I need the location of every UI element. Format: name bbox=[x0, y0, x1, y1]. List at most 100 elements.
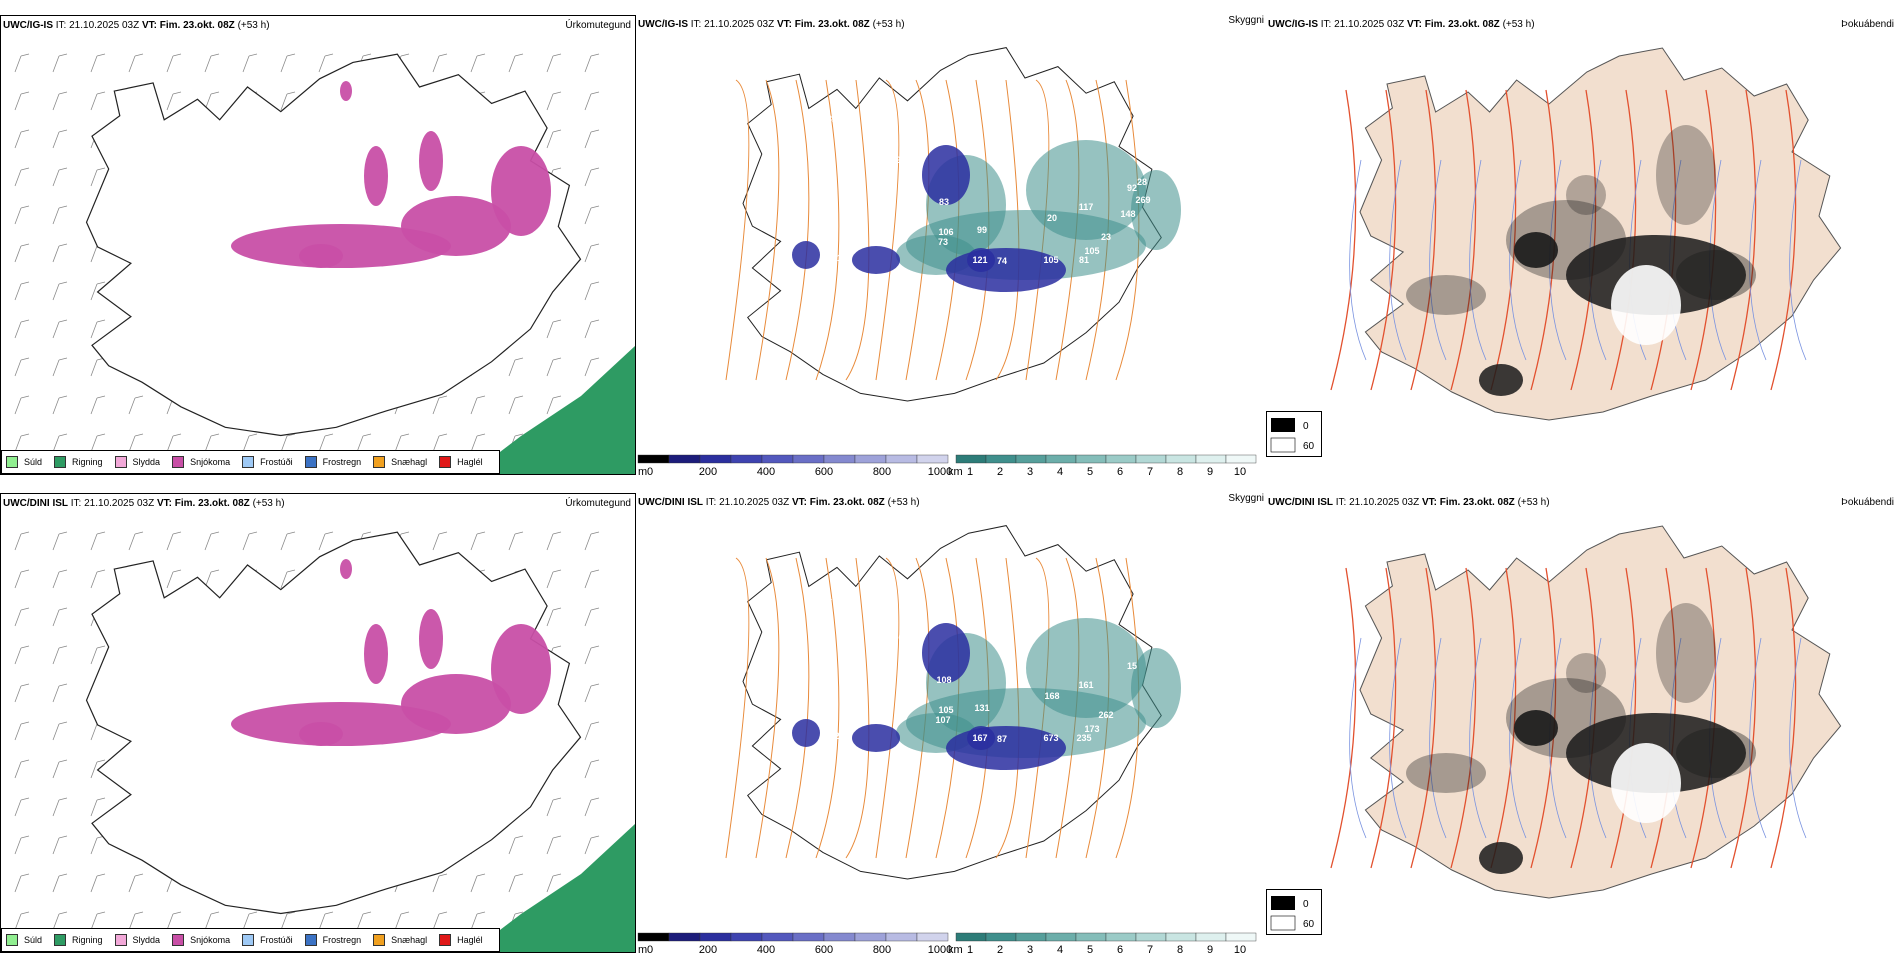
cloud-scale-tick: 0 bbox=[647, 466, 653, 478]
cloud-base-label: 173 bbox=[1084, 724, 1099, 734]
wind-barb bbox=[14, 281, 30, 301]
cloud-base-label: 188 bbox=[870, 202, 885, 212]
wind-barb bbox=[52, 873, 68, 893]
road-line bbox=[1570, 89, 1597, 391]
wind-barb bbox=[470, 873, 486, 893]
precip-map bbox=[14, 53, 635, 474]
wind-barb bbox=[166, 911, 182, 931]
precip-legend: Súld Rigning Slydda Snjókoma Frostúði Frostre… bbox=[1, 450, 500, 474]
cloud-colorbar-cell bbox=[854, 454, 887, 464]
vis-scale-tick: 6 bbox=[1117, 466, 1123, 478]
wind-barb bbox=[128, 433, 144, 453]
vis-scale-tick: 5 bbox=[1087, 944, 1093, 956]
wind-barb bbox=[14, 721, 30, 741]
river-line bbox=[1549, 637, 1567, 839]
wind-barb bbox=[584, 683, 600, 703]
iceland-land bbox=[1359, 525, 1842, 899]
wind-barb bbox=[14, 873, 30, 893]
wind-barb bbox=[52, 205, 68, 225]
wind-barb bbox=[280, 569, 296, 589]
vis-scale-unit: km bbox=[948, 466, 963, 478]
river-line bbox=[1749, 159, 1767, 361]
road-line bbox=[1330, 567, 1357, 869]
wind-barb bbox=[14, 395, 30, 415]
legend-label: Súld bbox=[24, 935, 43, 945]
low-cloud-area bbox=[792, 241, 820, 269]
vis-scale-unit: km bbox=[948, 944, 963, 956]
river-line bbox=[1509, 637, 1527, 839]
wind-barb bbox=[280, 433, 296, 453]
wind-barb bbox=[356, 433, 372, 453]
road-line bbox=[1770, 89, 1797, 391]
fog-area bbox=[1566, 653, 1606, 693]
fog-area bbox=[1656, 125, 1716, 225]
cloud-colorbar-cell bbox=[792, 932, 825, 942]
wind-barb bbox=[166, 531, 182, 551]
panel-title: Úrkomutegund bbox=[565, 498, 631, 509]
fog-index-key: 0 60 bbox=[1266, 889, 1322, 935]
road-line bbox=[1490, 567, 1517, 869]
cloud-base-label: 235 bbox=[1076, 733, 1091, 743]
legend-swatch bbox=[172, 934, 185, 946]
wind-barb bbox=[14, 129, 30, 149]
low-cloud-area bbox=[922, 145, 970, 205]
fog-key-swatch bbox=[1270, 915, 1296, 931]
river-line bbox=[1469, 159, 1487, 361]
road-line bbox=[815, 79, 840, 381]
fog-area bbox=[1566, 175, 1606, 215]
cloud-base-label: 87 bbox=[997, 734, 1007, 744]
vis-scale-tick: 7 bbox=[1147, 944, 1153, 956]
wind-barb bbox=[90, 281, 106, 301]
wind-barb bbox=[470, 395, 486, 415]
vis-colorbar-cell bbox=[1075, 454, 1107, 464]
legend-item: Snæhagl bbox=[373, 456, 427, 468]
cloud-base-label: 161 bbox=[1078, 680, 1093, 690]
wind-barb bbox=[128, 911, 144, 931]
road-line bbox=[1450, 89, 1477, 391]
vis-colorbar-cell bbox=[1105, 454, 1137, 464]
vis-colorbar-cell bbox=[1225, 932, 1257, 942]
cloud-base-label: 673 bbox=[1043, 733, 1058, 743]
vis-colorbar-cell bbox=[1225, 454, 1257, 464]
road-line bbox=[1370, 567, 1397, 869]
wind-barb bbox=[90, 395, 106, 415]
wind-barb bbox=[166, 433, 182, 453]
cloud-scale-tick: 800 bbox=[873, 466, 891, 478]
legend-swatch bbox=[54, 934, 67, 946]
legend-label: Snæhagl bbox=[391, 457, 428, 467]
cloud-colorbar-cell bbox=[761, 454, 794, 464]
cloud-base-label: 83 bbox=[939, 197, 949, 207]
wind-barb bbox=[432, 395, 448, 415]
fog-key-swatch bbox=[1271, 418, 1295, 432]
fog-index-panel: UWC/IG-IS IT: 21.10.2025 03Z VT: Fim. 23… bbox=[1266, 15, 1900, 475]
wind-barb bbox=[14, 531, 30, 551]
vis-scale-tick: 4 bbox=[1057, 944, 1063, 956]
cloud-scale-tick: 600 bbox=[815, 944, 833, 956]
wind-barb bbox=[14, 205, 30, 225]
low-cloud-area bbox=[967, 248, 995, 272]
legend-label: Frostúði bbox=[260, 457, 293, 467]
cloud-scale-tick: 200 bbox=[699, 944, 717, 956]
cloud-base-label: 23 bbox=[877, 635, 887, 645]
wind-barb bbox=[52, 433, 68, 453]
road-line bbox=[1770, 567, 1797, 869]
panel-title: Skyggni bbox=[1228, 493, 1264, 504]
wind-barb bbox=[204, 531, 220, 551]
wind-barb bbox=[128, 873, 144, 893]
panel-header: UWC/IG-IS IT: 21.10.2025 03Z VT: Fim. 23… bbox=[1268, 19, 1535, 30]
cloud-vis-panel: 82 54 68 128 49 76 188 83 73 106 99 20 117 105 121 74 10… bbox=[636, 15, 1266, 478]
cloud-base-label: 28 bbox=[1137, 177, 1147, 187]
vis-colorbar-cell bbox=[1135, 932, 1167, 942]
panel-header: UWC/DINI ISL IT: 21.10.2025 03Z VT: Fim.… bbox=[1268, 497, 1550, 508]
wind-barb bbox=[14, 759, 30, 779]
wind-barb bbox=[508, 395, 524, 415]
wind-barb bbox=[584, 721, 600, 741]
wind-barb bbox=[318, 911, 334, 931]
cloud-colorbar-cell bbox=[885, 454, 918, 464]
wind-barb bbox=[508, 835, 524, 855]
river-line bbox=[1429, 159, 1447, 361]
vis-scale-tick: 9 bbox=[1207, 466, 1213, 478]
wind-barb bbox=[508, 531, 524, 551]
cloud-scale-unit: m bbox=[638, 944, 647, 956]
